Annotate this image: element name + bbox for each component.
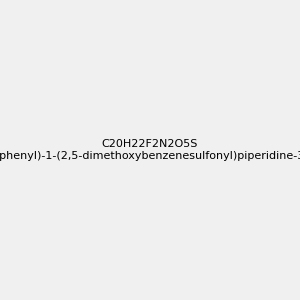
- Text: C20H22F2N2O5S
N-(2,6-Difluorophenyl)-1-(2,5-dimethoxybenzenesulfonyl)piperidine-: C20H22F2N2O5S N-(2,6-Difluorophenyl)-1-(…: [0, 139, 300, 161]
